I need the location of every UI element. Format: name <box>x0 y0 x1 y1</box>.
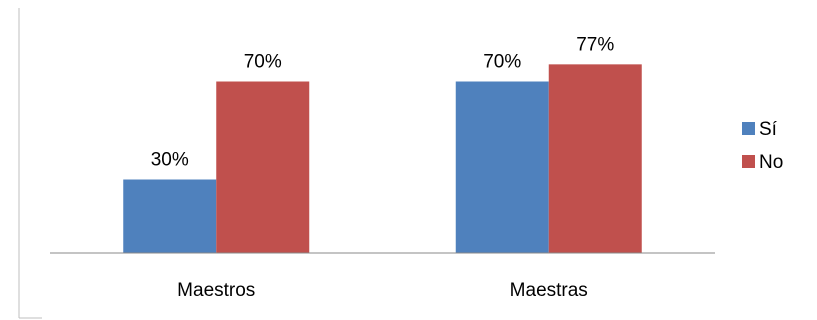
legend: Sí No <box>742 119 783 173</box>
bar-no-maestras <box>548 64 642 253</box>
data-label-si-maestras: 70% <box>483 52 521 73</box>
data-label-no-maestros: 70% <box>244 52 282 73</box>
x-tick-labels-group: Maestros Maestras <box>177 280 588 301</box>
legend-swatch-no <box>742 155 755 168</box>
legend-swatch-si <box>742 122 755 135</box>
bars-group <box>123 64 642 253</box>
data-label-no-maestras: 77% <box>576 34 614 55</box>
x-tick-label-maestras: Maestras <box>510 280 588 301</box>
bar-si-maestras <box>455 81 549 253</box>
bar-si-maestros <box>123 179 217 253</box>
bar-no-maestros <box>216 81 310 253</box>
data-label-si-maestros: 30% <box>151 150 189 171</box>
x-tick-label-maestros: Maestros <box>177 280 255 301</box>
data-labels-group: 30% 70% 70% 77% <box>151 34 615 170</box>
legend-label-si: Sí <box>759 119 778 140</box>
legend-label-no: No <box>759 152 783 173</box>
